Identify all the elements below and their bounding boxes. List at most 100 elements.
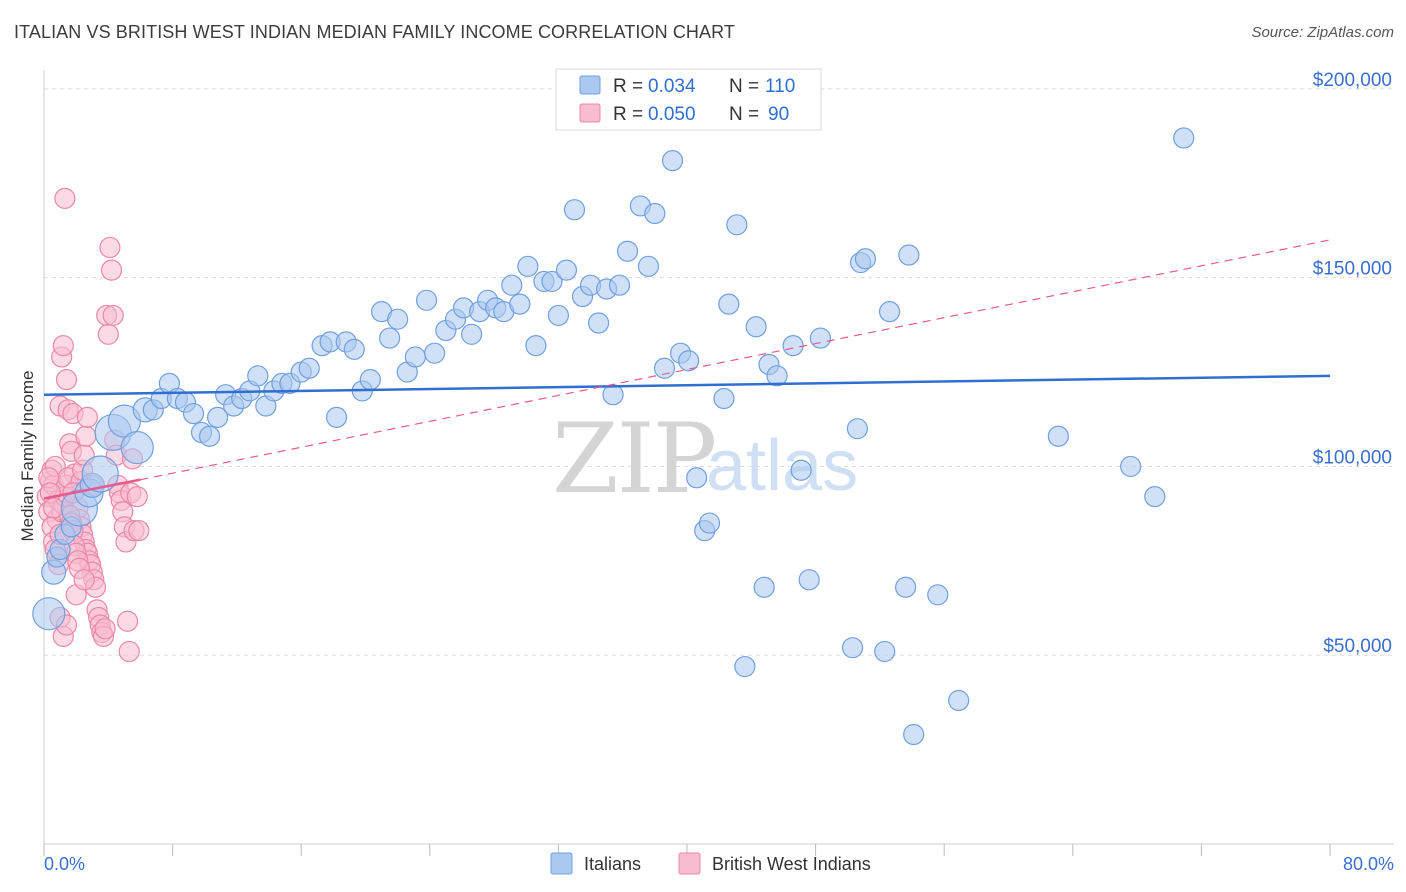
bwi-point-10 — [52, 335, 74, 357]
y-tick-label-1: $100,000 — [1313, 447, 1392, 468]
italians-point-79 — [686, 467, 708, 489]
watermark-atlas: atlas — [706, 426, 858, 506]
bwi-point-41 — [102, 304, 124, 327]
italians-point-9 — [81, 455, 119, 493]
italians-point-104 — [948, 689, 970, 712]
bwi-point-79 — [76, 406, 99, 428]
bwi-point-51 — [118, 640, 140, 663]
italians-point-101 — [898, 244, 920, 266]
italians-point-69 — [602, 384, 624, 406]
stats-r-label-italians: R = — [613, 76, 643, 97]
italians-point-103 — [927, 584, 949, 606]
bwi-point-55 — [126, 486, 148, 508]
legend-label-italians: Italians — [584, 854, 641, 874]
italians-point-63 — [555, 259, 578, 281]
italians-point-89 — [766, 365, 788, 387]
italians-point-81 — [698, 512, 721, 534]
stats-swatch-italians — [579, 75, 601, 95]
italians-point-56 — [501, 274, 523, 296]
italians-point-42 — [379, 327, 401, 349]
stats-r-value-italians: 0.034 — [648, 76, 696, 97]
italians-point-105 — [1047, 425, 1069, 447]
italians-point-91 — [790, 459, 812, 481]
x-tick-label-max: 80.0% — [1343, 854, 1394, 874]
legend-label-bwi: British West Indians — [712, 854, 871, 874]
legend: Italians British West Indians — [550, 852, 871, 875]
bwi-point-38 — [97, 323, 119, 345]
bwi-point-87 — [43, 497, 65, 519]
gridlines — [44, 88, 1394, 656]
stats-box: R = 0.034 N = 110 R = 0.050 N = 90 — [555, 68, 822, 131]
y-tick-label-0: $50,000 — [1323, 636, 1392, 657]
italians-point-33 — [298, 357, 320, 379]
stats-n-label-italians: N = — [729, 76, 759, 97]
italians-point-71 — [616, 240, 639, 262]
y-tick-label-3: $200,000 — [1313, 70, 1392, 91]
italians-point-40 — [359, 369, 381, 391]
y-axis-tick-labels: $50,000 $100,000 $150,000 $200,000 — [1313, 70, 1392, 657]
bwi-point-12 — [55, 369, 78, 391]
italians-point-107 — [1144, 486, 1166, 508]
axes — [43, 70, 1394, 845]
italians-point-46 — [415, 289, 438, 311]
italians-point-95 — [846, 418, 868, 440]
stats-swatch-bwi — [579, 103, 601, 123]
italians-point-47 — [424, 342, 446, 364]
source-credit: Source: ZipAtlas.com — [1251, 24, 1394, 41]
bwi-point-36 — [94, 618, 116, 640]
trend-bwi — [43, 478, 141, 500]
italians-point-27 — [247, 365, 269, 387]
trend-italians — [43, 374, 1331, 396]
x-tick-label-min: 0.0% — [44, 854, 85, 874]
italians-point-43 — [387, 308, 409, 330]
legend-swatch-italians — [550, 852, 573, 875]
watermark-zip: ZIP — [552, 403, 715, 515]
italians-point-12 — [120, 430, 154, 465]
trend-bwi-extrapolated — [140, 239, 1331, 481]
italians-point-57 — [509, 293, 531, 315]
y-axis-label: Median Family Income — [18, 370, 37, 541]
italians-point-64 — [563, 199, 586, 221]
italians-point-58 — [517, 255, 539, 277]
italians-point-70 — [608, 274, 631, 296]
bwi-point-40 — [100, 259, 123, 281]
italians-point-67 — [587, 312, 610, 334]
italians-point-83 — [718, 293, 740, 315]
italians-point-100 — [895, 576, 917, 598]
italians-point-84 — [726, 214, 748, 236]
italians-point-102 — [903, 723, 925, 746]
italians-point-36 — [325, 406, 348, 428]
italians-point-108 — [1173, 127, 1195, 149]
italians-point-78 — [678, 350, 700, 372]
italians-point-90 — [782, 335, 804, 357]
italians-point-97 — [854, 248, 877, 270]
italians-point-85 — [734, 655, 756, 678]
italians-point-99 — [878, 301, 901, 323]
italians-point-38 — [343, 338, 365, 360]
watermark: ZIP atlas — [552, 403, 858, 515]
italians-point-59 — [525, 335, 547, 357]
italians-point-74 — [644, 202, 666, 225]
italians-point-0 — [32, 597, 66, 631]
bwi-point-56 — [128, 520, 150, 542]
legend-swatch-bwi — [678, 852, 701, 875]
italians-point-86 — [745, 316, 767, 338]
trend-lines — [43, 239, 1331, 500]
italians-point-82 — [713, 387, 735, 410]
italians-point-62 — [547, 304, 570, 327]
y-tick-label-2: $150,000 — [1313, 259, 1392, 280]
italians-point-22 — [207, 406, 229, 428]
bwi-point-84 — [73, 569, 95, 591]
italians-point-98 — [874, 640, 896, 663]
italians-point-73 — [637, 255, 660, 277]
italians-point-19 — [182, 402, 205, 425]
stats-n-value-italians: 110 — [765, 76, 795, 97]
series-italians-points — [32, 127, 1195, 746]
italians-point-106 — [1120, 455, 1142, 478]
stats-r-label-bwi: R = — [613, 104, 643, 125]
italians-point-76 — [661, 150, 684, 172]
bwi-point-11 — [54, 187, 76, 209]
italians-point-51 — [460, 323, 483, 345]
italians-point-21 — [198, 425, 221, 447]
